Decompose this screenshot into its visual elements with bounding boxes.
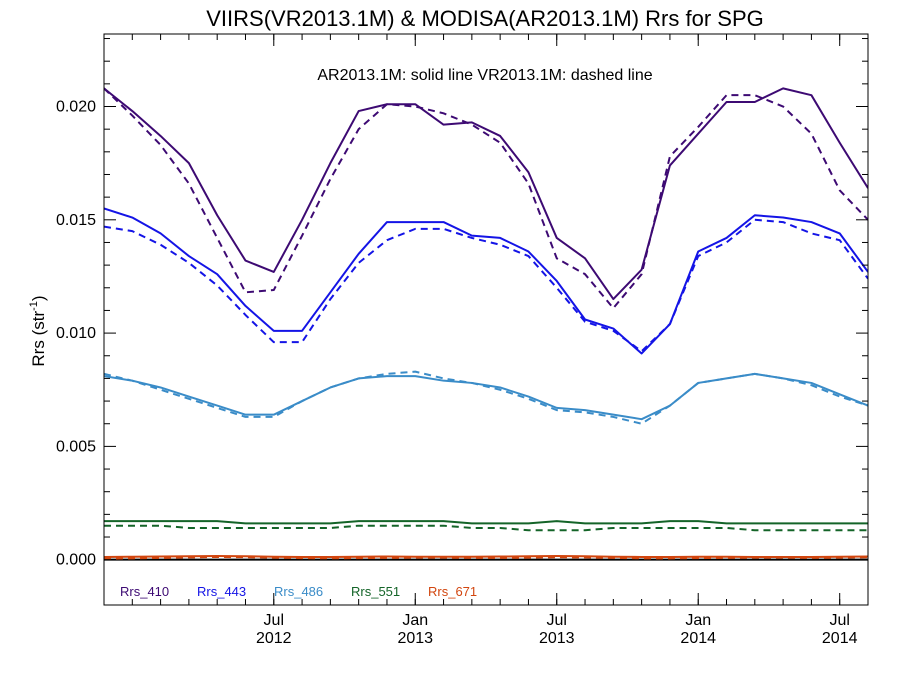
series-group [104,87,868,560]
legend-entry-rrs-551: Rrs_551 [351,584,400,599]
x-tick-label-year: 2014 [822,630,858,647]
series-line-rrs-551-vr [104,524,868,532]
legend-entry-rrs-671: Rrs_671 [428,584,477,599]
y-axis-label-close: ) [29,295,48,301]
y-tick-label: 0.005 [56,438,96,455]
x-tick-label-year: 2013 [397,630,433,647]
series-line-rrs-486-vr [104,370,868,425]
chart-title: VIIRS(VR2013.1M) & MODISA(AR2013.1M) Rrs… [206,6,764,31]
x-tick-label-month: Jul [547,612,567,629]
plot-area: 0.0000.0050.0100.0150.020Jul2012Jan2013J… [56,33,869,647]
legend-entry-rrs-486: Rrs_486 [274,584,323,599]
line-style-annotation: AR2013.1M: solid line VR2013.1M: dashed … [317,67,652,84]
y-tick-label: 0.010 [56,325,96,342]
x-tick-label-year: 2012 [256,630,292,647]
y-axis-label-text: Rrs (str [29,311,48,367]
y-tick-label: 0.000 [56,552,96,569]
plot-frame [103,33,869,606]
series-line-rrs-486 [104,372,868,421]
series-line-rrs-410 [104,87,868,301]
series-line-rrs-443 [104,207,868,355]
y-axis-label: Rrs (str-1) [28,295,48,366]
y-tick-label: 0.015 [56,212,96,229]
x-tick-label-year: 2013 [539,630,575,647]
x-tick-label-month: Jan [685,612,711,629]
y-tick-label: 0.020 [56,99,96,116]
legend-entry-rrs-443: Rrs_443 [197,584,246,599]
x-tick-label-month: Jan [402,612,428,629]
series-line-rrs-443-vr [104,218,868,353]
svg-text:Rrs (str-1): Rrs (str-1) [28,295,48,366]
x-tick-label-month: Jul [829,612,849,629]
y-axis-label-superscript: -1 [28,301,40,311]
series-line-rrs-671-vr [104,555,868,560]
x-tick-label-year: 2014 [680,630,716,647]
series-line-rrs-551 [104,520,868,525]
x-tick-label-month: Jul [264,612,284,629]
series-line-rrs-410-vr [104,87,868,310]
legend-entry-rrs-410: Rrs_410 [120,584,169,599]
